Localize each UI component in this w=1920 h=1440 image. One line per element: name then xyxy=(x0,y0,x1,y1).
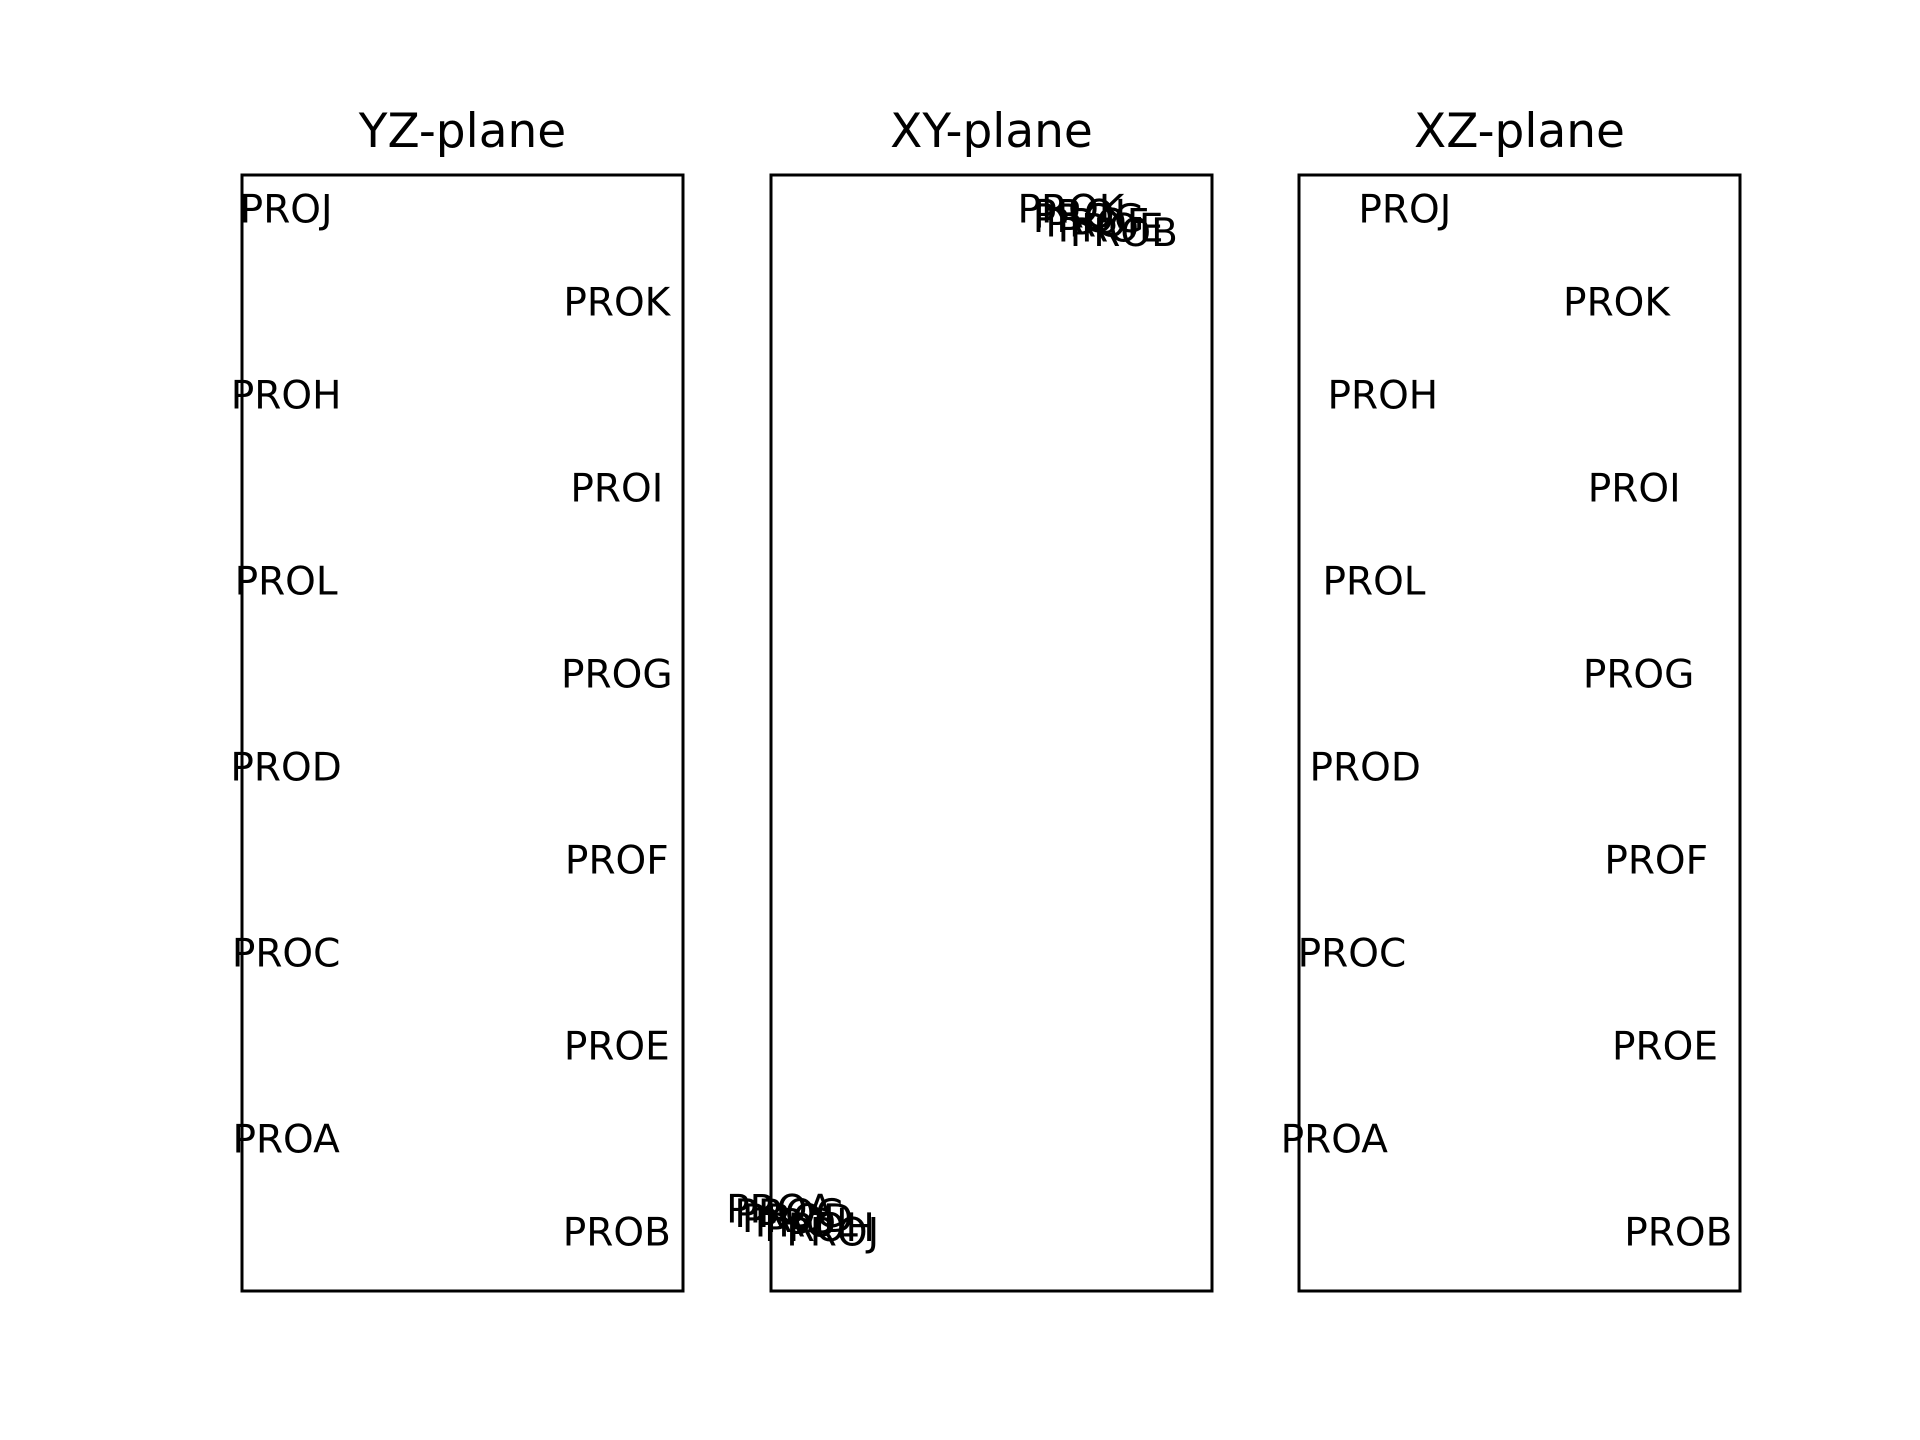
point-label-proa: PROA xyxy=(232,1118,340,1163)
point-label-prol: PROL xyxy=(755,1201,858,1246)
point-label-proj: PROJ xyxy=(240,188,333,233)
plot-frame xyxy=(769,173,1214,1293)
point-label-proe: PROE xyxy=(1058,206,1164,251)
point-label-prol: PROL xyxy=(1322,560,1425,605)
point-label-proi: PROI xyxy=(1588,467,1681,512)
point-label-proe: PROE xyxy=(1612,1025,1718,1070)
point-label-prof: PROF xyxy=(1604,839,1708,884)
point-label-proc: PROC xyxy=(232,932,341,977)
point-label-proc: PROC xyxy=(734,1192,843,1237)
point-label-proc: PROC xyxy=(1298,932,1407,977)
point-label-prob: PROB xyxy=(1624,1211,1732,1256)
point-label-prog: PROG xyxy=(1583,653,1695,698)
point-label-prod: PROD xyxy=(1310,746,1421,791)
point-label-prof: PROF xyxy=(565,839,669,884)
plot-frame xyxy=(240,173,685,1293)
point-label-proi: PROI xyxy=(570,467,663,512)
point-label-prok: PROK xyxy=(563,281,671,326)
point-label-prok: PROK xyxy=(1017,188,1125,233)
point-label-proa: PROA xyxy=(1281,1118,1389,1163)
panel-title: XZ-plane xyxy=(1414,104,1625,159)
point-label-proj: PROJ xyxy=(1358,188,1451,233)
panel-title: XY-plane xyxy=(890,104,1093,159)
panel-yz-plane: YZ-plane PROJ PROK PROH PROI PROL PROG PROD PROF… xyxy=(230,104,685,1293)
panel-xz-plane: XZ-plane PROJ PROK PROH PROI PROL PROG PROD PROF… xyxy=(1281,104,1742,1293)
point-label-proh: PROH xyxy=(1327,374,1438,419)
point-label-prog: PROG xyxy=(1033,197,1145,242)
panel-title: YZ-plane xyxy=(358,104,566,159)
point-label-prol: PROL xyxy=(235,560,338,605)
point-label-proe: PROE xyxy=(564,1025,670,1070)
point-label-proi: PROI xyxy=(1033,192,1126,237)
point-label-prob: PROB xyxy=(1070,211,1178,256)
point-label-prod: PROD xyxy=(742,1197,853,1242)
point-label-proj: PROJ xyxy=(786,1211,879,1256)
point-label-prok: PROK xyxy=(1563,281,1671,326)
point-label-prob: PROB xyxy=(563,1211,671,1256)
plot-frame xyxy=(1297,173,1742,1293)
point-label-proh: PROH xyxy=(231,374,342,419)
point-label-prof: PROF xyxy=(1045,202,1149,247)
point-label-proh: PROH xyxy=(764,1206,875,1251)
point-label-prod: PROD xyxy=(230,746,341,791)
point-label-prog: PROG xyxy=(561,653,673,698)
point-label-proa: PROA xyxy=(726,1188,834,1233)
